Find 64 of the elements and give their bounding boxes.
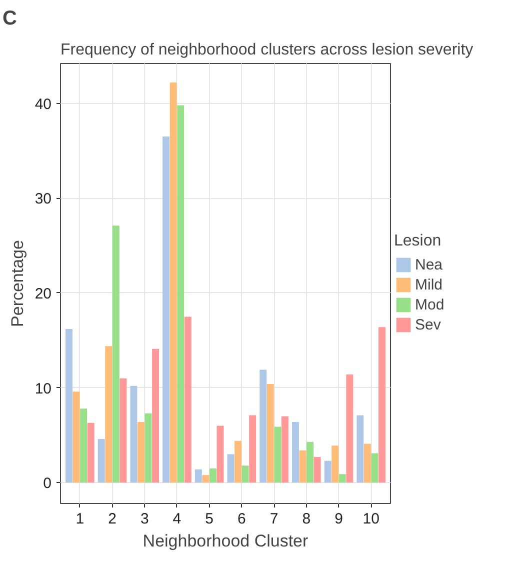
- bar: [162, 136, 170, 483]
- bar: [299, 450, 306, 483]
- bar: [98, 439, 105, 483]
- legend-label: Mod: [415, 296, 444, 313]
- x-tick-label: 10: [362, 510, 380, 528]
- bar: [112, 226, 120, 483]
- chart-title: Frequency of neighborhood clusters across lesion severity: [60, 42, 474, 58]
- x-tick-label: 2: [108, 510, 116, 528]
- bar: [227, 454, 234, 483]
- bar: [152, 348, 160, 483]
- legend-label: Sev: [415, 316, 441, 333]
- bar: [234, 440, 242, 483]
- x-tick-label: 9: [334, 510, 343, 528]
- bar: [177, 105, 184, 483]
- bar: [120, 378, 127, 483]
- bar: [87, 422, 94, 483]
- y-tick-label: 10: [34, 380, 52, 398]
- bar: [371, 453, 378, 483]
- bar: [314, 457, 321, 483]
- bar: [338, 474, 346, 483]
- bar: [184, 316, 192, 483]
- y-tick-label: 30: [34, 190, 52, 208]
- x-tick-label: 8: [302, 510, 311, 528]
- y-tick-label: 0: [43, 475, 52, 492]
- bar: [170, 82, 177, 483]
- x-tick-label: 4: [172, 510, 182, 528]
- bar: [324, 460, 332, 483]
- bar: [209, 468, 216, 483]
- bar: [144, 413, 152, 483]
- text: C: [2, 8, 17, 30]
- y-tick-label: 40: [34, 96, 52, 113]
- x-tick-label: 6: [238, 510, 246, 528]
- x-tick-label: 1: [76, 510, 84, 528]
- bar: [378, 327, 386, 483]
- bar: [80, 408, 88, 483]
- bar: [346, 374, 354, 483]
- bar: [202, 475, 210, 483]
- bar: [242, 466, 249, 483]
- x-tick-label: 7: [270, 510, 278, 528]
- bar: [260, 370, 267, 483]
- bar: [105, 346, 112, 483]
- x-tick-label: 3: [140, 510, 149, 528]
- bar: [249, 415, 256, 483]
- bar: [266, 384, 274, 483]
- bar: [194, 469, 202, 483]
- legend-title: Lesion: [394, 232, 442, 250]
- bar: [72, 392, 80, 483]
- bar: [356, 415, 364, 483]
- x-tick-label: 5: [205, 510, 214, 528]
- bar: [216, 426, 224, 483]
- y-tick-label: 20: [34, 285, 52, 302]
- bar: [137, 422, 144, 483]
- bar: [281, 416, 288, 483]
- legend-label: Nea: [415, 256, 443, 273]
- bar: [364, 444, 371, 483]
- bar: [292, 422, 299, 483]
- legend-label: Mild: [415, 276, 443, 293]
- bar: [66, 329, 72, 483]
- x-axis-title: Neighborhood Cluster: [142, 532, 309, 550]
- bar: [306, 442, 314, 483]
- bar: [130, 386, 138, 483]
- bar: [274, 426, 282, 483]
- bar: [332, 446, 339, 483]
- y-axis-title: Percentage: [8, 240, 27, 327]
